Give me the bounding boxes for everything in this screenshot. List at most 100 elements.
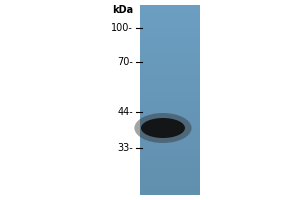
Text: 70-: 70- (117, 57, 133, 67)
Bar (140, 11, 200, 13)
Bar (140, 79, 200, 81)
Bar (140, 161, 200, 163)
Bar (140, 136, 200, 138)
Bar (140, 72, 200, 73)
Bar (140, 75, 200, 77)
Bar (140, 15, 200, 16)
Bar (140, 7, 200, 9)
Bar (140, 142, 200, 144)
Text: kDa: kDa (112, 5, 133, 15)
Bar (140, 187, 200, 189)
Bar (140, 39, 200, 41)
Bar (140, 163, 200, 165)
Bar (140, 178, 200, 180)
Ellipse shape (141, 118, 185, 138)
Bar (140, 64, 200, 66)
Bar (140, 54, 200, 56)
Bar (140, 24, 200, 26)
Bar (140, 182, 200, 184)
Bar (140, 37, 200, 39)
Bar (140, 186, 200, 187)
Bar (140, 144, 200, 146)
Text: 100-: 100- (111, 23, 133, 33)
Bar (140, 62, 200, 64)
Bar (140, 92, 200, 94)
Bar (140, 123, 200, 125)
Bar (140, 49, 200, 51)
Bar (140, 56, 200, 58)
Bar (140, 22, 200, 24)
Text: 44-: 44- (117, 107, 133, 117)
Bar (140, 5, 200, 7)
Bar (140, 32, 200, 33)
Bar (140, 138, 200, 140)
Bar (140, 94, 200, 96)
Bar (140, 100, 200, 102)
Bar (140, 98, 200, 100)
Bar (140, 47, 200, 49)
Bar (140, 134, 200, 136)
Bar (140, 18, 200, 20)
Bar (140, 106, 200, 108)
Bar (140, 115, 200, 117)
Bar (140, 108, 200, 110)
Bar (140, 191, 200, 193)
Bar (140, 70, 200, 72)
Bar (140, 60, 200, 62)
Bar (140, 117, 200, 119)
Bar (140, 45, 200, 47)
Bar (140, 104, 200, 106)
Bar (140, 132, 200, 134)
Bar (140, 193, 200, 195)
Bar (140, 125, 200, 127)
Bar (140, 180, 200, 182)
Bar (140, 110, 200, 111)
Bar (140, 113, 200, 115)
Bar (140, 155, 200, 157)
Bar (140, 35, 200, 37)
Bar (140, 90, 200, 92)
Bar (140, 51, 200, 52)
Bar (140, 153, 200, 155)
Bar (140, 140, 200, 142)
Bar (140, 149, 200, 151)
Bar (140, 159, 200, 161)
Bar (140, 121, 200, 123)
Bar (140, 189, 200, 191)
Bar (140, 28, 200, 30)
Bar (140, 77, 200, 79)
Bar (140, 130, 200, 132)
Bar (140, 68, 200, 70)
Bar (140, 58, 200, 60)
Bar (140, 20, 200, 22)
Bar (140, 83, 200, 85)
Bar (140, 170, 200, 172)
Bar (140, 176, 200, 178)
Bar (140, 43, 200, 45)
Bar (140, 146, 200, 148)
Bar (140, 184, 200, 186)
Bar (140, 85, 200, 87)
Bar (140, 13, 200, 15)
Ellipse shape (134, 113, 192, 143)
Bar (140, 33, 200, 35)
Bar (140, 148, 200, 149)
Bar (140, 81, 200, 83)
Bar (140, 52, 200, 54)
Bar (140, 41, 200, 43)
Bar (140, 89, 200, 90)
Bar (140, 172, 200, 174)
Bar (140, 111, 200, 113)
Bar (140, 87, 200, 89)
Bar (140, 151, 200, 153)
Bar (140, 30, 200, 32)
Bar (140, 102, 200, 104)
Bar (140, 127, 200, 129)
Bar (140, 9, 200, 11)
Bar (140, 96, 200, 98)
Text: 33-: 33- (117, 143, 133, 153)
Bar (140, 26, 200, 28)
Bar (140, 66, 200, 68)
Bar (140, 119, 200, 121)
Bar (140, 166, 200, 168)
